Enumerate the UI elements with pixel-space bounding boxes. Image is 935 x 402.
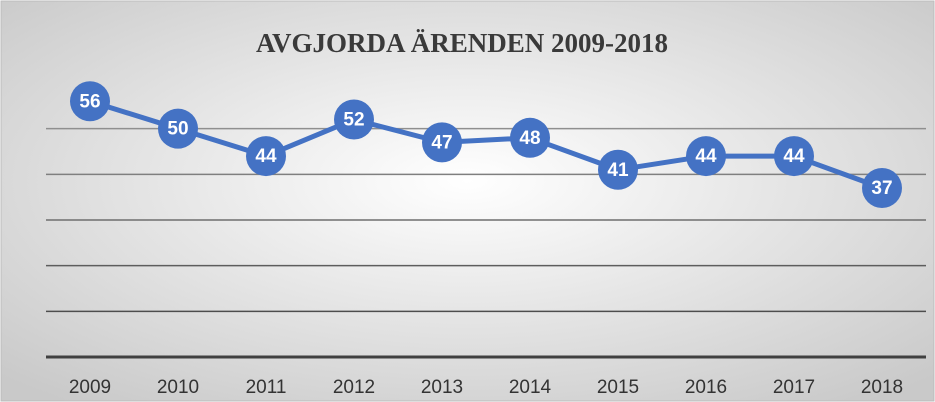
x-tick-label: 2010 [157,377,199,398]
data-label: 52 [343,110,364,131]
data-point [774,136,814,177]
data-label: 56 [79,91,100,112]
data-point [70,81,110,122]
data-point [334,99,374,140]
data-point [422,122,462,163]
data-label: 41 [607,160,629,181]
line [89,98,883,191]
data-label: 48 [519,128,540,149]
data-label: 47 [431,132,452,153]
x-tick-label: 2017 [773,377,815,398]
data-point [862,168,902,209]
data-label: 44 [255,146,277,167]
x-tick-label: 2009 [69,377,111,398]
x-tick-label: 2016 [685,377,727,398]
data-label: 50 [167,119,188,140]
data-label: 37 [871,178,892,199]
data-point [246,136,286,177]
data-point [510,117,550,158]
x-tick-label: 2011 [246,377,287,398]
x-tick-label: 2014 [509,377,552,398]
x-tick-label: 2015 [597,377,639,398]
data-point [158,108,198,149]
chart-title: AVGJORDA ÄRENDEN 2009-2018 [256,28,668,58]
x-tick-label: 2018 [861,377,903,398]
x-tick-label: 2012 [333,377,375,398]
x-tick-label: 2013 [421,377,463,398]
data-label: 44 [783,146,805,167]
data-point [598,149,638,190]
data-point [686,136,726,177]
data-label: 44 [695,146,717,167]
